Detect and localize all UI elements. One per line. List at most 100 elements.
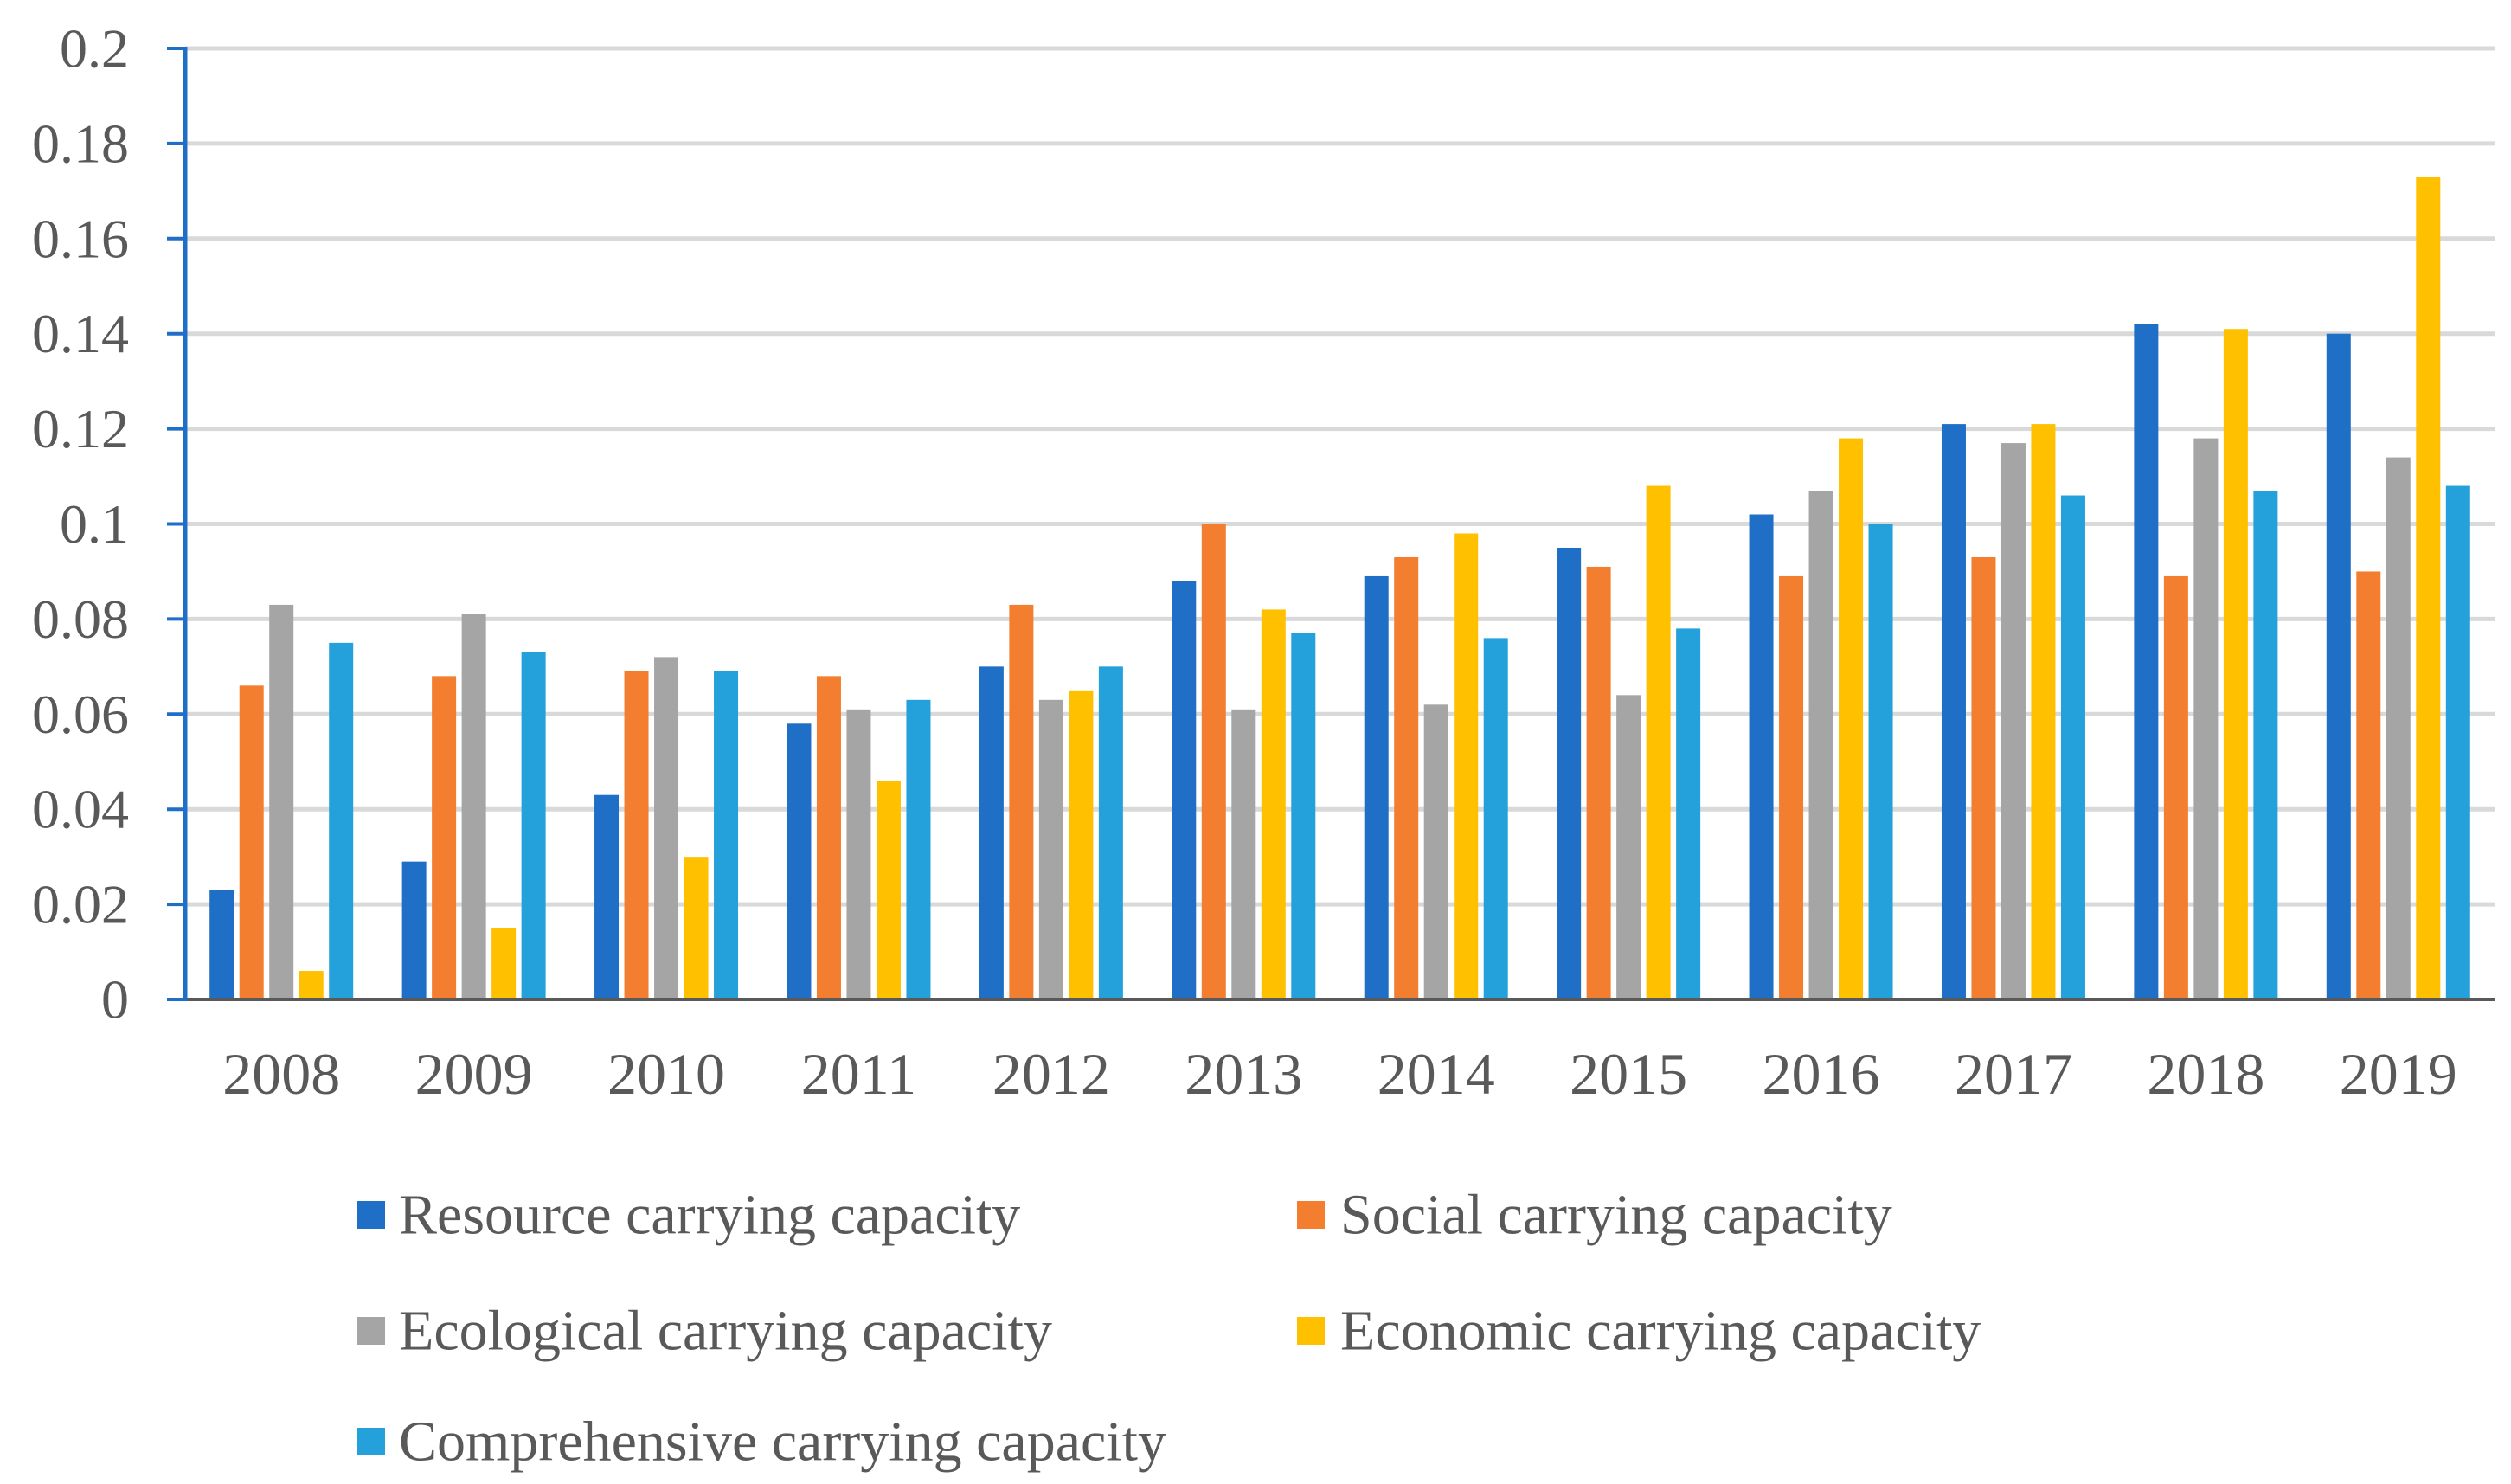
x-tick-label: 2017	[1955, 1041, 2072, 1107]
legend: Resource carrying capacity Social carryi…	[357, 1184, 1981, 1474]
y-tick-label: 0	[101, 969, 129, 1031]
y-tick-label: 0.02	[32, 874, 129, 935]
gridlines	[185, 46, 2495, 907]
bar-economic-2012	[1069, 690, 1094, 999]
x-tick-label: 2012	[992, 1041, 1110, 1107]
bar-social-2008	[239, 685, 264, 999]
x-tick-label: 2008	[222, 1041, 340, 1107]
y-tick-label: 0.1	[60, 493, 129, 555]
bar-social-2018	[2163, 575, 2188, 999]
x-tick-label: 2016	[1763, 1041, 1880, 1107]
legend-swatch-social	[1297, 1201, 1325, 1229]
bar-social-2011	[816, 676, 841, 999]
legend-swatch-ecological	[357, 1317, 385, 1345]
bar-ecological-2011	[846, 709, 871, 999]
legend-label-social: Social carrying capacity	[1340, 1184, 1892, 1247]
bar-ecological-2012	[1038, 699, 1063, 999]
y-tick-label: 0.04	[32, 779, 129, 840]
bar-resource-2010	[594, 794, 620, 999]
bar-social-2015	[1586, 566, 1611, 999]
y-tick-label: 0.14	[32, 303, 129, 364]
bar-economic-2010	[684, 857, 709, 999]
bar-comprehensive-2015	[1676, 628, 1701, 999]
bar-resource-2014	[1364, 575, 1389, 999]
y-tick-label: 0.08	[32, 588, 129, 650]
x-tick-label: 2013	[1185, 1041, 1302, 1107]
legend-label-resource: Resource carrying capacity	[399, 1184, 1020, 1247]
bar-comprehensive-2012	[1098, 666, 1123, 999]
bar-resource-2017	[1941, 424, 1966, 1000]
legend-item-resource: Resource carrying capacity	[357, 1184, 1020, 1247]
bar-ecological-2013	[1231, 709, 1256, 999]
legend-swatch-economic	[1297, 1317, 1325, 1345]
legend-item-economic: Economic carrying capacity	[1297, 1300, 1981, 1363]
bar-economic-2013	[1261, 609, 1286, 999]
bar-comprehensive-2017	[2060, 495, 2085, 999]
y-tick-label: 0.18	[32, 112, 129, 174]
bar-economic-2018	[2223, 329, 2248, 1000]
bar-ecological-2016	[1808, 491, 1833, 999]
bar-comprehensive-2013	[1291, 633, 1316, 999]
x-tick-label: 2019	[2340, 1041, 2457, 1107]
bar-economic-2009	[491, 928, 517, 999]
bar-economic-2015	[1646, 485, 1671, 999]
legend-label-comprehensive: Comprehensive carrying capacity	[399, 1410, 1166, 1474]
bars	[209, 177, 2470, 1000]
bar-social-2012	[1009, 604, 1034, 999]
bar-resource-2012	[979, 666, 1004, 999]
bar-economic-2011	[876, 781, 901, 999]
bar-ecological-2015	[1616, 695, 1641, 999]
bar-comprehensive-2010	[714, 671, 739, 999]
bar-ecological-2010	[654, 657, 679, 999]
y-tick-label: 0.16	[32, 208, 129, 269]
bar-economic-2019	[2416, 177, 2441, 1000]
legend-swatch-resource	[357, 1201, 385, 1229]
bar-resource-2019	[2326, 333, 2351, 999]
x-tick-label: 2010	[607, 1041, 725, 1107]
legend-swatch-comprehensive	[357, 1428, 385, 1455]
legend-item-ecological: Ecological carrying capacity	[357, 1300, 1052, 1363]
bar-social-2017	[1971, 556, 1996, 999]
legend-label-ecological: Ecological carrying capacity	[399, 1300, 1052, 1363]
bar-comprehensive-2016	[1868, 524, 1893, 999]
x-axis-labels: 2008 2009 2010 2011 2012 2013 2014 2015 2016 2017…	[222, 1041, 2457, 1107]
bar-social-2016	[1779, 575, 1804, 999]
legend-item-comprehensive: Comprehensive carrying capacity	[357, 1410, 1166, 1474]
bar-comprehensive-2009	[521, 652, 546, 999]
bar-resource-2015	[1557, 547, 1582, 999]
bar-social-2013	[1201, 524, 1226, 999]
bar-resource-2016	[1749, 514, 1774, 999]
bar-ecological-2018	[2193, 438, 2219, 1000]
x-tick-label: 2011	[801, 1041, 916, 1107]
bar-economic-2008	[299, 971, 324, 999]
x-tick-label: 2014	[1378, 1041, 1495, 1107]
bar-comprehensive-2018	[2253, 491, 2278, 999]
bar-social-2014	[1394, 556, 1419, 999]
y-tick-label: 0.06	[32, 684, 129, 745]
bar-ecological-2017	[2000, 443, 2026, 999]
bar-ecological-2014	[1423, 704, 1448, 999]
x-tick-label: 2018	[2147, 1041, 2264, 1107]
legend-item-social: Social carrying capacity	[1297, 1184, 1892, 1247]
y-tick-label: 0.12	[32, 398, 129, 459]
bar-social-2009	[432, 676, 457, 999]
bar-economic-2017	[2031, 424, 2056, 1000]
bar-resource-2018	[2134, 324, 2159, 1000]
x-tick-label: 2015	[1570, 1041, 1687, 1107]
bar-comprehensive-2008	[329, 642, 354, 999]
bar-social-2010	[624, 671, 649, 999]
x-tick-label: 2009	[415, 1041, 533, 1107]
bar-comprehensive-2019	[2445, 485, 2470, 999]
bar-economic-2014	[1454, 533, 1479, 999]
bar-resource-2013	[1172, 581, 1197, 999]
bar-social-2019	[2356, 571, 2381, 999]
legend-label-economic: Economic carrying capacity	[1340, 1300, 1981, 1363]
bar-resource-2008	[209, 890, 234, 999]
bar-economic-2016	[1839, 438, 1864, 1000]
y-tick-label: 0.2	[60, 18, 129, 80]
bar-ecological-2009	[461, 614, 486, 999]
bar-comprehensive-2011	[906, 699, 931, 999]
y-axis-labels: 0 0.02 0.04 0.06 0.08 0.1 0.12 0.14 0.16 0.18 0.2	[32, 18, 129, 1031]
bar-comprehensive-2014	[1483, 638, 1508, 999]
bar-resource-2009	[401, 861, 427, 999]
